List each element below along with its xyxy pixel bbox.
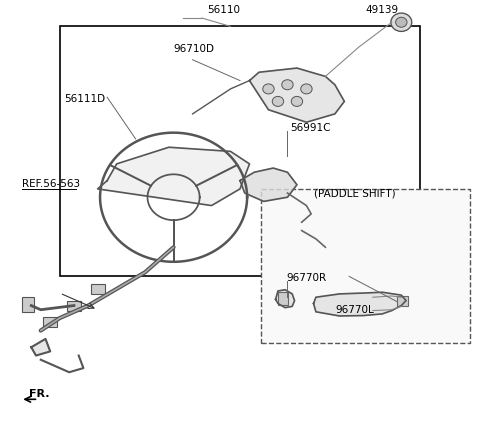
Circle shape <box>301 84 312 94</box>
Polygon shape <box>313 292 406 316</box>
Circle shape <box>282 80 293 90</box>
Bar <box>60 26 420 276</box>
Text: (PADDLE SHIFT): (PADDLE SHIFT) <box>313 189 395 199</box>
Text: FR.: FR. <box>29 389 49 399</box>
Bar <box>43 317 57 327</box>
Circle shape <box>396 17 407 27</box>
Text: 56991C: 56991C <box>290 124 330 133</box>
Circle shape <box>272 96 284 106</box>
Polygon shape <box>31 339 50 356</box>
Polygon shape <box>97 147 250 206</box>
Circle shape <box>263 84 274 94</box>
Bar <box>67 300 81 311</box>
Polygon shape <box>250 68 344 122</box>
Polygon shape <box>276 290 295 308</box>
Text: 56110: 56110 <box>207 5 240 15</box>
Circle shape <box>391 13 412 31</box>
Bar <box>91 284 105 294</box>
Text: 49139: 49139 <box>366 5 399 15</box>
Text: 96770L: 96770L <box>335 305 373 315</box>
Text: REF.56-563: REF.56-563 <box>22 179 80 189</box>
Polygon shape <box>240 168 297 201</box>
Circle shape <box>291 96 302 106</box>
Bar <box>261 189 470 343</box>
Text: 96770R: 96770R <box>287 273 326 283</box>
Text: 56111D: 56111D <box>64 94 106 104</box>
Bar <box>278 292 288 305</box>
Bar <box>22 297 34 312</box>
Bar <box>396 295 408 306</box>
Text: 96710D: 96710D <box>174 44 215 54</box>
